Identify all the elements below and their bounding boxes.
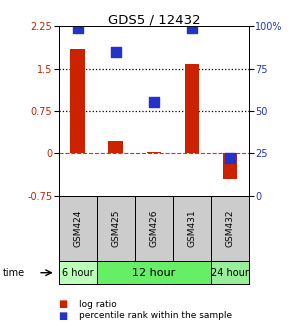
Text: percentile rank within the sample: percentile rank within the sample xyxy=(79,311,232,320)
Point xyxy=(75,25,80,30)
Text: time: time xyxy=(3,268,25,278)
Text: GSM425: GSM425 xyxy=(111,210,120,247)
Bar xyxy=(135,196,173,261)
Text: 24 hour: 24 hour xyxy=(211,268,249,278)
Bar xyxy=(97,261,211,284)
Bar xyxy=(211,261,249,284)
Bar xyxy=(59,196,97,261)
Text: ■: ■ xyxy=(59,299,68,309)
Bar xyxy=(211,196,249,261)
Text: GSM431: GSM431 xyxy=(188,209,196,247)
Point xyxy=(113,49,118,54)
Bar xyxy=(185,64,199,153)
Text: ■: ■ xyxy=(59,311,68,320)
Bar xyxy=(97,196,135,261)
Bar xyxy=(59,261,97,284)
Point xyxy=(228,156,232,161)
Text: GSM424: GSM424 xyxy=(73,210,82,247)
Bar xyxy=(146,151,161,153)
Text: GSM432: GSM432 xyxy=(226,210,234,247)
Bar xyxy=(223,153,237,179)
Title: GDS5 / 12432: GDS5 / 12432 xyxy=(108,13,200,26)
Point xyxy=(190,25,194,30)
Text: log ratio: log ratio xyxy=(79,300,117,309)
Text: 6 hour: 6 hour xyxy=(62,268,93,278)
Text: GSM426: GSM426 xyxy=(149,210,158,247)
Text: 12 hour: 12 hour xyxy=(132,268,176,278)
Bar xyxy=(173,196,211,261)
Bar xyxy=(108,141,123,153)
Point xyxy=(151,100,156,105)
Bar xyxy=(70,49,85,153)
